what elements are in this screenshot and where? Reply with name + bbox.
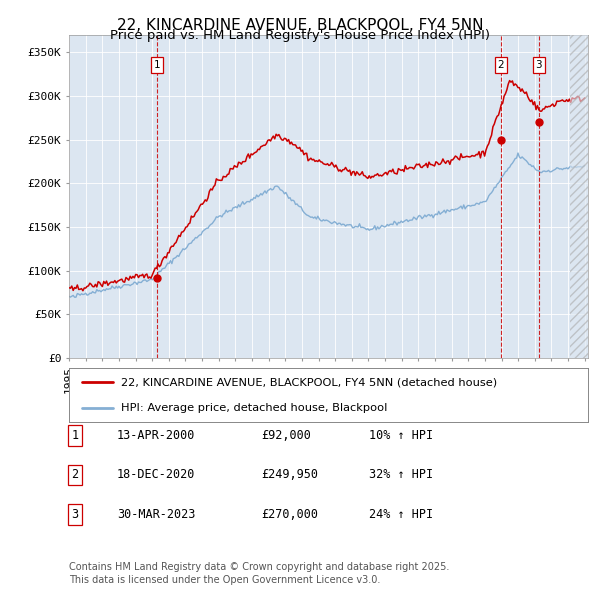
Text: 1: 1 — [71, 429, 79, 442]
Text: Contains HM Land Registry data © Crown copyright and database right 2025.
This d: Contains HM Land Registry data © Crown c… — [69, 562, 449, 585]
Text: 10% ↑ HPI: 10% ↑ HPI — [369, 429, 433, 442]
Text: Price paid vs. HM Land Registry's House Price Index (HPI): Price paid vs. HM Land Registry's House … — [110, 30, 490, 42]
Text: 3: 3 — [71, 508, 79, 521]
Text: £249,950: £249,950 — [261, 468, 318, 481]
Text: £92,000: £92,000 — [261, 429, 311, 442]
Text: 13-APR-2000: 13-APR-2000 — [117, 429, 196, 442]
Text: 30-MAR-2023: 30-MAR-2023 — [117, 508, 196, 521]
Bar — [570, 35, 588, 358]
Text: 24% ↑ HPI: 24% ↑ HPI — [369, 508, 433, 521]
Text: 1: 1 — [154, 60, 160, 70]
Text: 22, KINCARDINE AVENUE, BLACKPOOL, FY4 5NN (detached house): 22, KINCARDINE AVENUE, BLACKPOOL, FY4 5N… — [121, 377, 497, 387]
Text: 2: 2 — [497, 60, 504, 70]
Text: HPI: Average price, detached house, Blackpool: HPI: Average price, detached house, Blac… — [121, 403, 387, 413]
Text: 18-DEC-2020: 18-DEC-2020 — [117, 468, 196, 481]
Text: 32% ↑ HPI: 32% ↑ HPI — [369, 468, 433, 481]
Text: 3: 3 — [535, 60, 542, 70]
Text: 2: 2 — [71, 468, 79, 481]
Text: 22, KINCARDINE AVENUE, BLACKPOOL, FY4 5NN: 22, KINCARDINE AVENUE, BLACKPOOL, FY4 5N… — [117, 18, 483, 32]
Text: £270,000: £270,000 — [261, 508, 318, 521]
